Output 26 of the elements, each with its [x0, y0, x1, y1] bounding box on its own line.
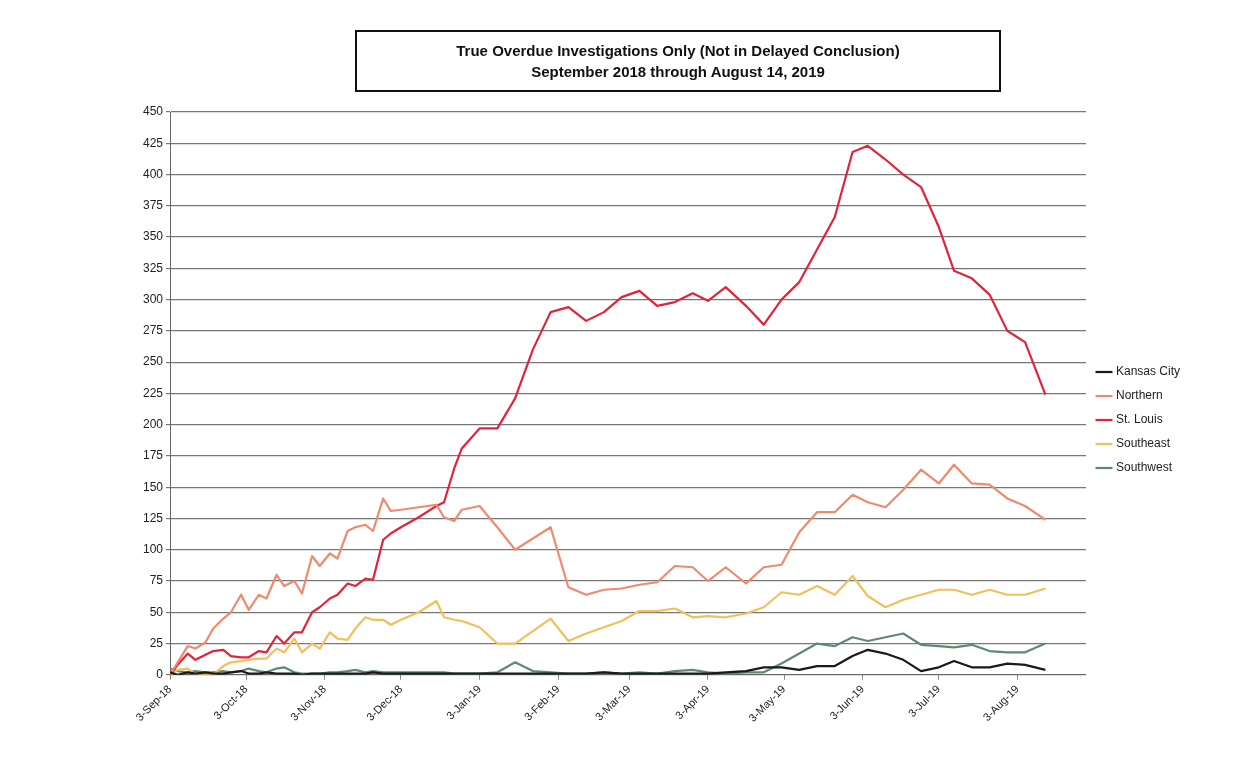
y-tick-label: 175	[142, 448, 164, 463]
y-tick-label: 250	[142, 354, 164, 369]
y-tick-label: 125	[142, 510, 164, 525]
y-tick-label: 275	[142, 323, 164, 338]
y-tick-label: 325	[142, 260, 164, 275]
y-tick-label: 300	[142, 291, 164, 306]
y-tick-label: 25	[149, 635, 164, 650]
y-tick-label: 375	[142, 198, 164, 213]
legend-label: Northern	[1115, 388, 1163, 403]
legend-label: Southwest	[1115, 460, 1173, 475]
y-tick-label: 50	[149, 604, 164, 619]
chart-subtitle: September 2018 through August 14, 2019	[530, 62, 826, 82]
y-tick-label: 225	[142, 385, 164, 400]
legend-label: St. Louis	[1115, 412, 1163, 427]
y-tick-label: 75	[149, 573, 164, 588]
legend-label: Southeast	[1115, 436, 1171, 451]
y-tick-label: 400	[142, 166, 164, 181]
y-tick-label: 100	[142, 542, 164, 557]
legend-label: Kansas City	[1115, 364, 1181, 379]
y-tick-label: 0	[156, 667, 164, 682]
y-tick-label: 425	[142, 135, 164, 150]
y-tick-label: 150	[142, 479, 164, 494]
y-tick-label: 200	[142, 416, 164, 431]
y-tick-label: 450	[142, 104, 164, 119]
y-tick-label: 350	[142, 229, 164, 244]
chart-title: True Overdue Investigations Only (Not in Delayed Conclusion)	[455, 41, 901, 61]
